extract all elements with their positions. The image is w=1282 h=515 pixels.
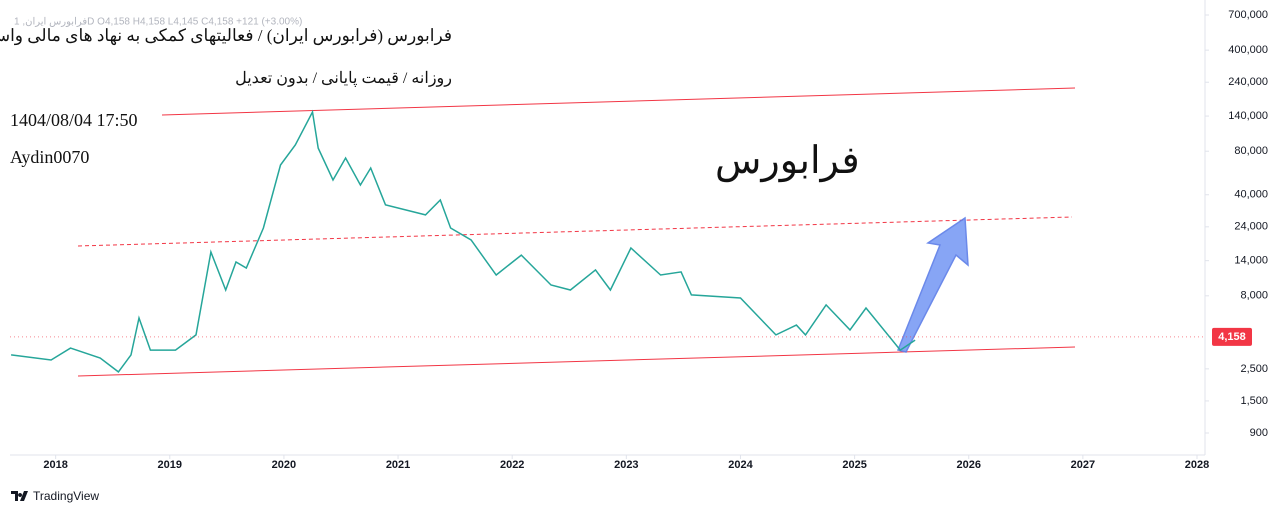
- y-tick-label: 2,500: [1240, 363, 1268, 375]
- last-price-box: [1212, 327, 1252, 346]
- x-tick-label: 2021: [386, 459, 410, 471]
- y-tick-label: 900: [1250, 427, 1268, 439]
- x-tick-label: 2027: [1071, 459, 1095, 471]
- x-tick-label: 2028: [1185, 459, 1209, 471]
- price-line: [11, 109, 916, 373]
- watermark: فرابورس: [715, 140, 860, 182]
- projection-arrow: [896, 216, 969, 353]
- y-tick-label: 1,500: [1240, 395, 1268, 407]
- y-tick-label: 24,000: [1234, 221, 1268, 233]
- y-tick-label: 400,000: [1228, 44, 1268, 56]
- x-tick-label: 2019: [158, 459, 182, 471]
- chart-subtitle: روزانه / قیمت پایانی / بدون تعدیل: [235, 70, 452, 87]
- x-tick-label: 2024: [728, 459, 753, 471]
- channel-upper: [161, 87, 1076, 116]
- ohlc-legend: فرابورس ایران, 1D O4,158 H4,158 L4,145 C…: [14, 17, 302, 28]
- x-tick-label: 2020: [272, 459, 296, 471]
- x-tick-label: 2025: [842, 459, 866, 471]
- channel-middle: [77, 216, 1073, 247]
- x-tick-label: 2022: [500, 459, 524, 471]
- y-tick-label: 14,000: [1234, 255, 1268, 267]
- channel-lower: [77, 346, 1076, 377]
- author: Aydin0070: [10, 147, 90, 167]
- y-tick-label: 240,000: [1228, 76, 1268, 88]
- y-tick-label: 140,000: [1228, 110, 1268, 122]
- tradingview-logo: TradingView: [11, 489, 99, 503]
- timestamp: 1404/08/04 17:50: [10, 110, 138, 130]
- x-tick-label: 2018: [43, 459, 67, 471]
- brand: TradingView: [33, 489, 99, 503]
- plot-area: [10, 0, 1205, 455]
- y-tick-label: 80,000: [1234, 145, 1268, 157]
- last-price-label: 4,158: [1218, 331, 1246, 343]
- y-tick-label: 40,000: [1234, 189, 1268, 201]
- logo-icon: [11, 491, 28, 501]
- y-tick-label: 700,000: [1228, 9, 1268, 21]
- x-tick-label: 2023: [614, 459, 638, 471]
- x-tick-label: 2026: [956, 459, 980, 471]
- chart-title: فرابورس (فرابورس ایران) / فعالیتهای کمکی…: [0, 26, 452, 45]
- y-tick-label: 8,000: [1240, 290, 1268, 302]
